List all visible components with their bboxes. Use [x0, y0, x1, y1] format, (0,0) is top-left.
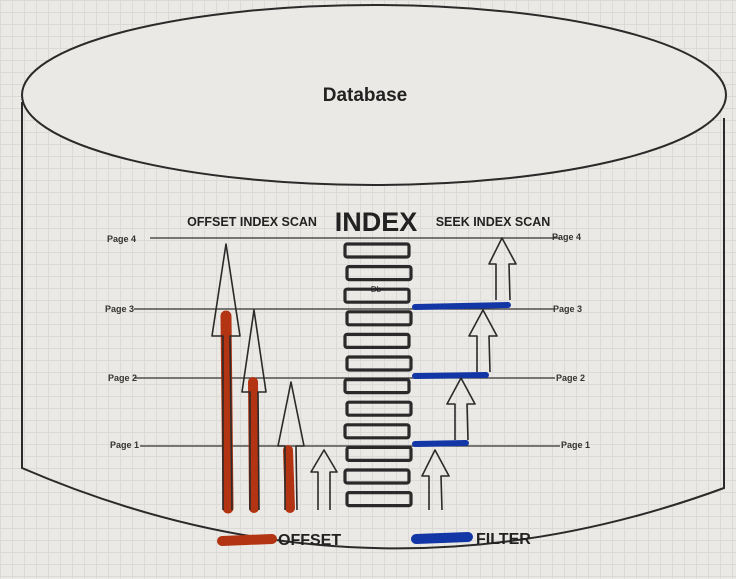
index-entry — [343, 332, 411, 349]
index-entry — [345, 265, 413, 282]
filter-bar-page-3 — [412, 302, 511, 310]
offset-legend-label: OFFSET — [278, 532, 341, 549]
seek-arrow-page-1 — [421, 449, 450, 511]
left-page-1-label: Page 1 — [110, 440, 139, 450]
offset-arrow-page-3 — [241, 309, 267, 511]
offset-legend-swatch — [217, 534, 277, 546]
index-entry — [345, 491, 413, 508]
left-page-4-label: Page 4 — [107, 234, 136, 244]
index-entry — [345, 445, 413, 462]
database-title: Database — [323, 85, 408, 106]
right-page-3-label: Page 3 — [553, 304, 582, 314]
page-lines — [134, 237, 560, 447]
offset-bar-page-4 — [220, 310, 234, 514]
database-top — [21, 4, 727, 186]
legend: OFFSET FILTER — [217, 531, 531, 549]
index-stack — [343, 242, 413, 508]
offset-arrow-page-1 — [310, 449, 338, 510]
index-entry — [343, 287, 411, 304]
offset-scan-heading: OFFSET INDEX SCAN — [187, 215, 317, 229]
seek-arrow-page-4 — [488, 237, 517, 301]
seek-arrow-page-2 — [446, 377, 476, 441]
left-page-3-label: Page 3 — [105, 304, 134, 314]
seek-arrow-page-3 — [468, 309, 498, 373]
filter-legend-label: FILTER — [476, 531, 531, 548]
filter-bar-page-1 — [412, 440, 469, 447]
database-cylinder — [21, 4, 727, 550]
filter-bar-page-2 — [412, 372, 489, 379]
left-page-2-label: Page 2 — [108, 373, 137, 383]
index-entry — [345, 310, 413, 327]
index-entry — [343, 423, 411, 440]
index-entry — [343, 378, 411, 395]
right-page-2-label: Page 2 — [556, 373, 585, 383]
index-entry — [345, 355, 413, 372]
index-title: INDEX — [335, 207, 418, 237]
index-entry-label: Db — [371, 285, 382, 294]
offset-arrow-page-4 — [211, 243, 241, 511]
offset-bar-page-3 — [248, 377, 259, 513]
index-entry — [343, 468, 411, 485]
filter-bars — [412, 302, 511, 447]
offset-arrow-page-2 — [277, 381, 305, 511]
index-entry — [343, 242, 411, 259]
index-entry — [345, 400, 413, 417]
filter-legend-swatch — [411, 532, 473, 544]
right-page-4-label: Page 4 — [552, 232, 581, 242]
seek-scan-heading: SEEK INDEX SCAN — [436, 215, 551, 229]
offset-bar-page-2 — [283, 445, 295, 513]
offset-bars — [220, 310, 295, 514]
right-page-1-label: Page 1 — [561, 440, 590, 450]
